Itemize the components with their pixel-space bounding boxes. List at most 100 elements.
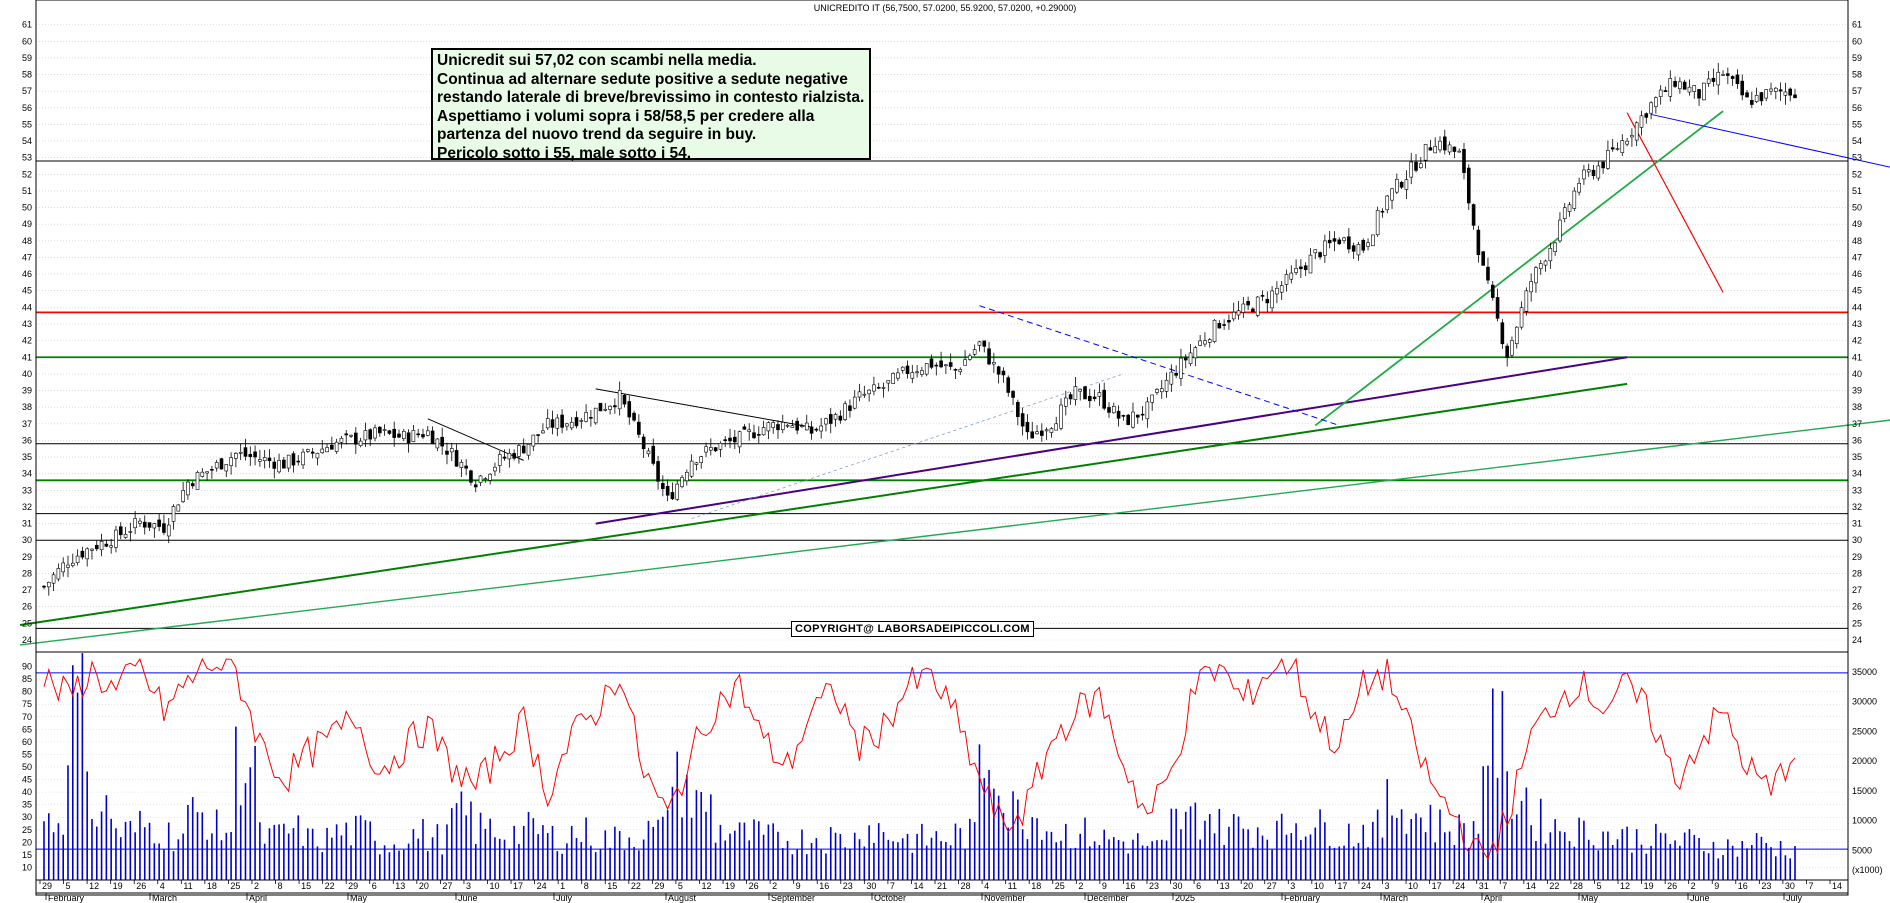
candle-body [1064, 397, 1068, 407]
candle-body [1011, 391, 1015, 398]
long-trendline [19, 419, 1890, 646]
candle-body [66, 564, 70, 568]
candle-body [1577, 183, 1581, 193]
candle-body [1606, 150, 1610, 169]
candle-body [541, 430, 545, 434]
candle-body [1380, 210, 1385, 213]
oscillator-tick-label: 20 [22, 837, 32, 847]
price-tick-label: 48 [1852, 236, 1862, 246]
oscillator-tick-label: 40 [22, 787, 32, 797]
x-day-label: 4 [160, 881, 165, 891]
candle-body [1702, 82, 1706, 101]
candle-body [1299, 266, 1303, 270]
candle-body [1193, 347, 1198, 359]
x-day-label: 16 [1125, 881, 1135, 891]
candle-body [934, 364, 939, 367]
x-month-label: August [668, 893, 697, 903]
x-month-label: April [1484, 893, 1502, 903]
candle-body [972, 349, 977, 355]
price-tick-label: 52 [1852, 169, 1862, 179]
x-day-label: 3 [1290, 881, 1295, 891]
candle-body [205, 471, 209, 474]
candle-body [1673, 81, 1677, 87]
candle-body [1217, 323, 1222, 329]
candle-body [891, 373, 895, 384]
x-day-label: 28 [961, 881, 971, 891]
candle-body [1471, 204, 1476, 226]
candle-body [1514, 326, 1519, 344]
candle-body [646, 450, 651, 455]
price-tick-label: 45 [1852, 286, 1862, 296]
oscillator-tick-label: 50 [22, 762, 32, 772]
candle-body [900, 366, 905, 371]
candle-body [790, 425, 795, 428]
candle-body [325, 447, 329, 453]
price-tick-label: 42 [1852, 336, 1862, 346]
candle-body [1395, 178, 1399, 193]
candle-body [617, 390, 622, 410]
price-tick-label: 46 [1852, 269, 1862, 279]
price-tick-label: 40 [22, 369, 32, 379]
candle-body [277, 460, 281, 473]
candles [42, 62, 1797, 596]
candle-body [1596, 165, 1601, 179]
resistance-trendline [1650, 113, 1890, 168]
price-tick-label: 55 [1852, 119, 1862, 129]
price-tick-label: 50 [22, 203, 32, 213]
x-month-label: September [771, 893, 815, 903]
oscillator-tick-label: 35 [22, 800, 32, 810]
price-tick-label: 44 [22, 302, 32, 312]
candle-body [344, 433, 349, 436]
price-tick-label: 35 [1852, 452, 1862, 462]
candle-body [147, 522, 152, 528]
candle-body [574, 417, 579, 427]
oscillator-line [43, 657, 1796, 861]
candle-body [670, 492, 675, 500]
candle-body [1754, 95, 1759, 102]
candle-body [1567, 204, 1572, 212]
candle-body [1428, 147, 1433, 151]
candle-body [545, 418, 550, 429]
oscillator-tick-label: 65 [22, 724, 32, 734]
candle-body [282, 459, 286, 469]
price-tick-label: 59 [22, 53, 32, 63]
candle-body [862, 393, 867, 396]
candle-body [852, 396, 857, 409]
short-trendline [595, 388, 812, 428]
candle-body [1562, 207, 1567, 219]
note-line: Continua ad alternare sedute positive a … [437, 70, 848, 88]
price-tick-label: 34 [22, 469, 32, 479]
x-day-label: 13 [395, 881, 405, 891]
oscillator-series [43, 657, 1796, 861]
analysis-note: Unicredit sui 57,02 con scambi nella med… [431, 48, 871, 162]
candle-body [46, 582, 51, 588]
price-tick-label: 41 [22, 352, 32, 362]
candle-body [387, 430, 392, 434]
price-tick-label: 25 [22, 618, 32, 628]
note-line: Aspettiamo i volumi sopra i 58/58,5 per … [437, 107, 815, 125]
candle-body [1347, 236, 1351, 250]
x-day-label: 14 [1832, 881, 1842, 891]
candle-body [1692, 85, 1697, 92]
x-month-label: February [1284, 893, 1321, 903]
oscillator-tick-label: 85 [22, 674, 32, 684]
price-tick-label: 31 [1852, 519, 1862, 529]
candle-body [1016, 401, 1020, 418]
candle-body [1534, 267, 1538, 284]
candle-body [785, 424, 790, 427]
price-tick-label: 33 [1852, 485, 1862, 495]
candle-body [579, 420, 584, 422]
candle-body [224, 464, 229, 472]
candle-body [924, 363, 929, 375]
candle-body [881, 387, 886, 389]
x-day-label: 17 [513, 881, 523, 891]
price-tick-label: 31 [22, 519, 32, 529]
candle-body [968, 355, 972, 360]
candle-body [910, 372, 915, 379]
candle-body [694, 462, 699, 465]
candle-body [752, 432, 756, 439]
candle-body [1059, 404, 1063, 429]
candle-body [1399, 181, 1404, 188]
candle-body [1198, 340, 1202, 346]
candle-body [1203, 340, 1207, 345]
